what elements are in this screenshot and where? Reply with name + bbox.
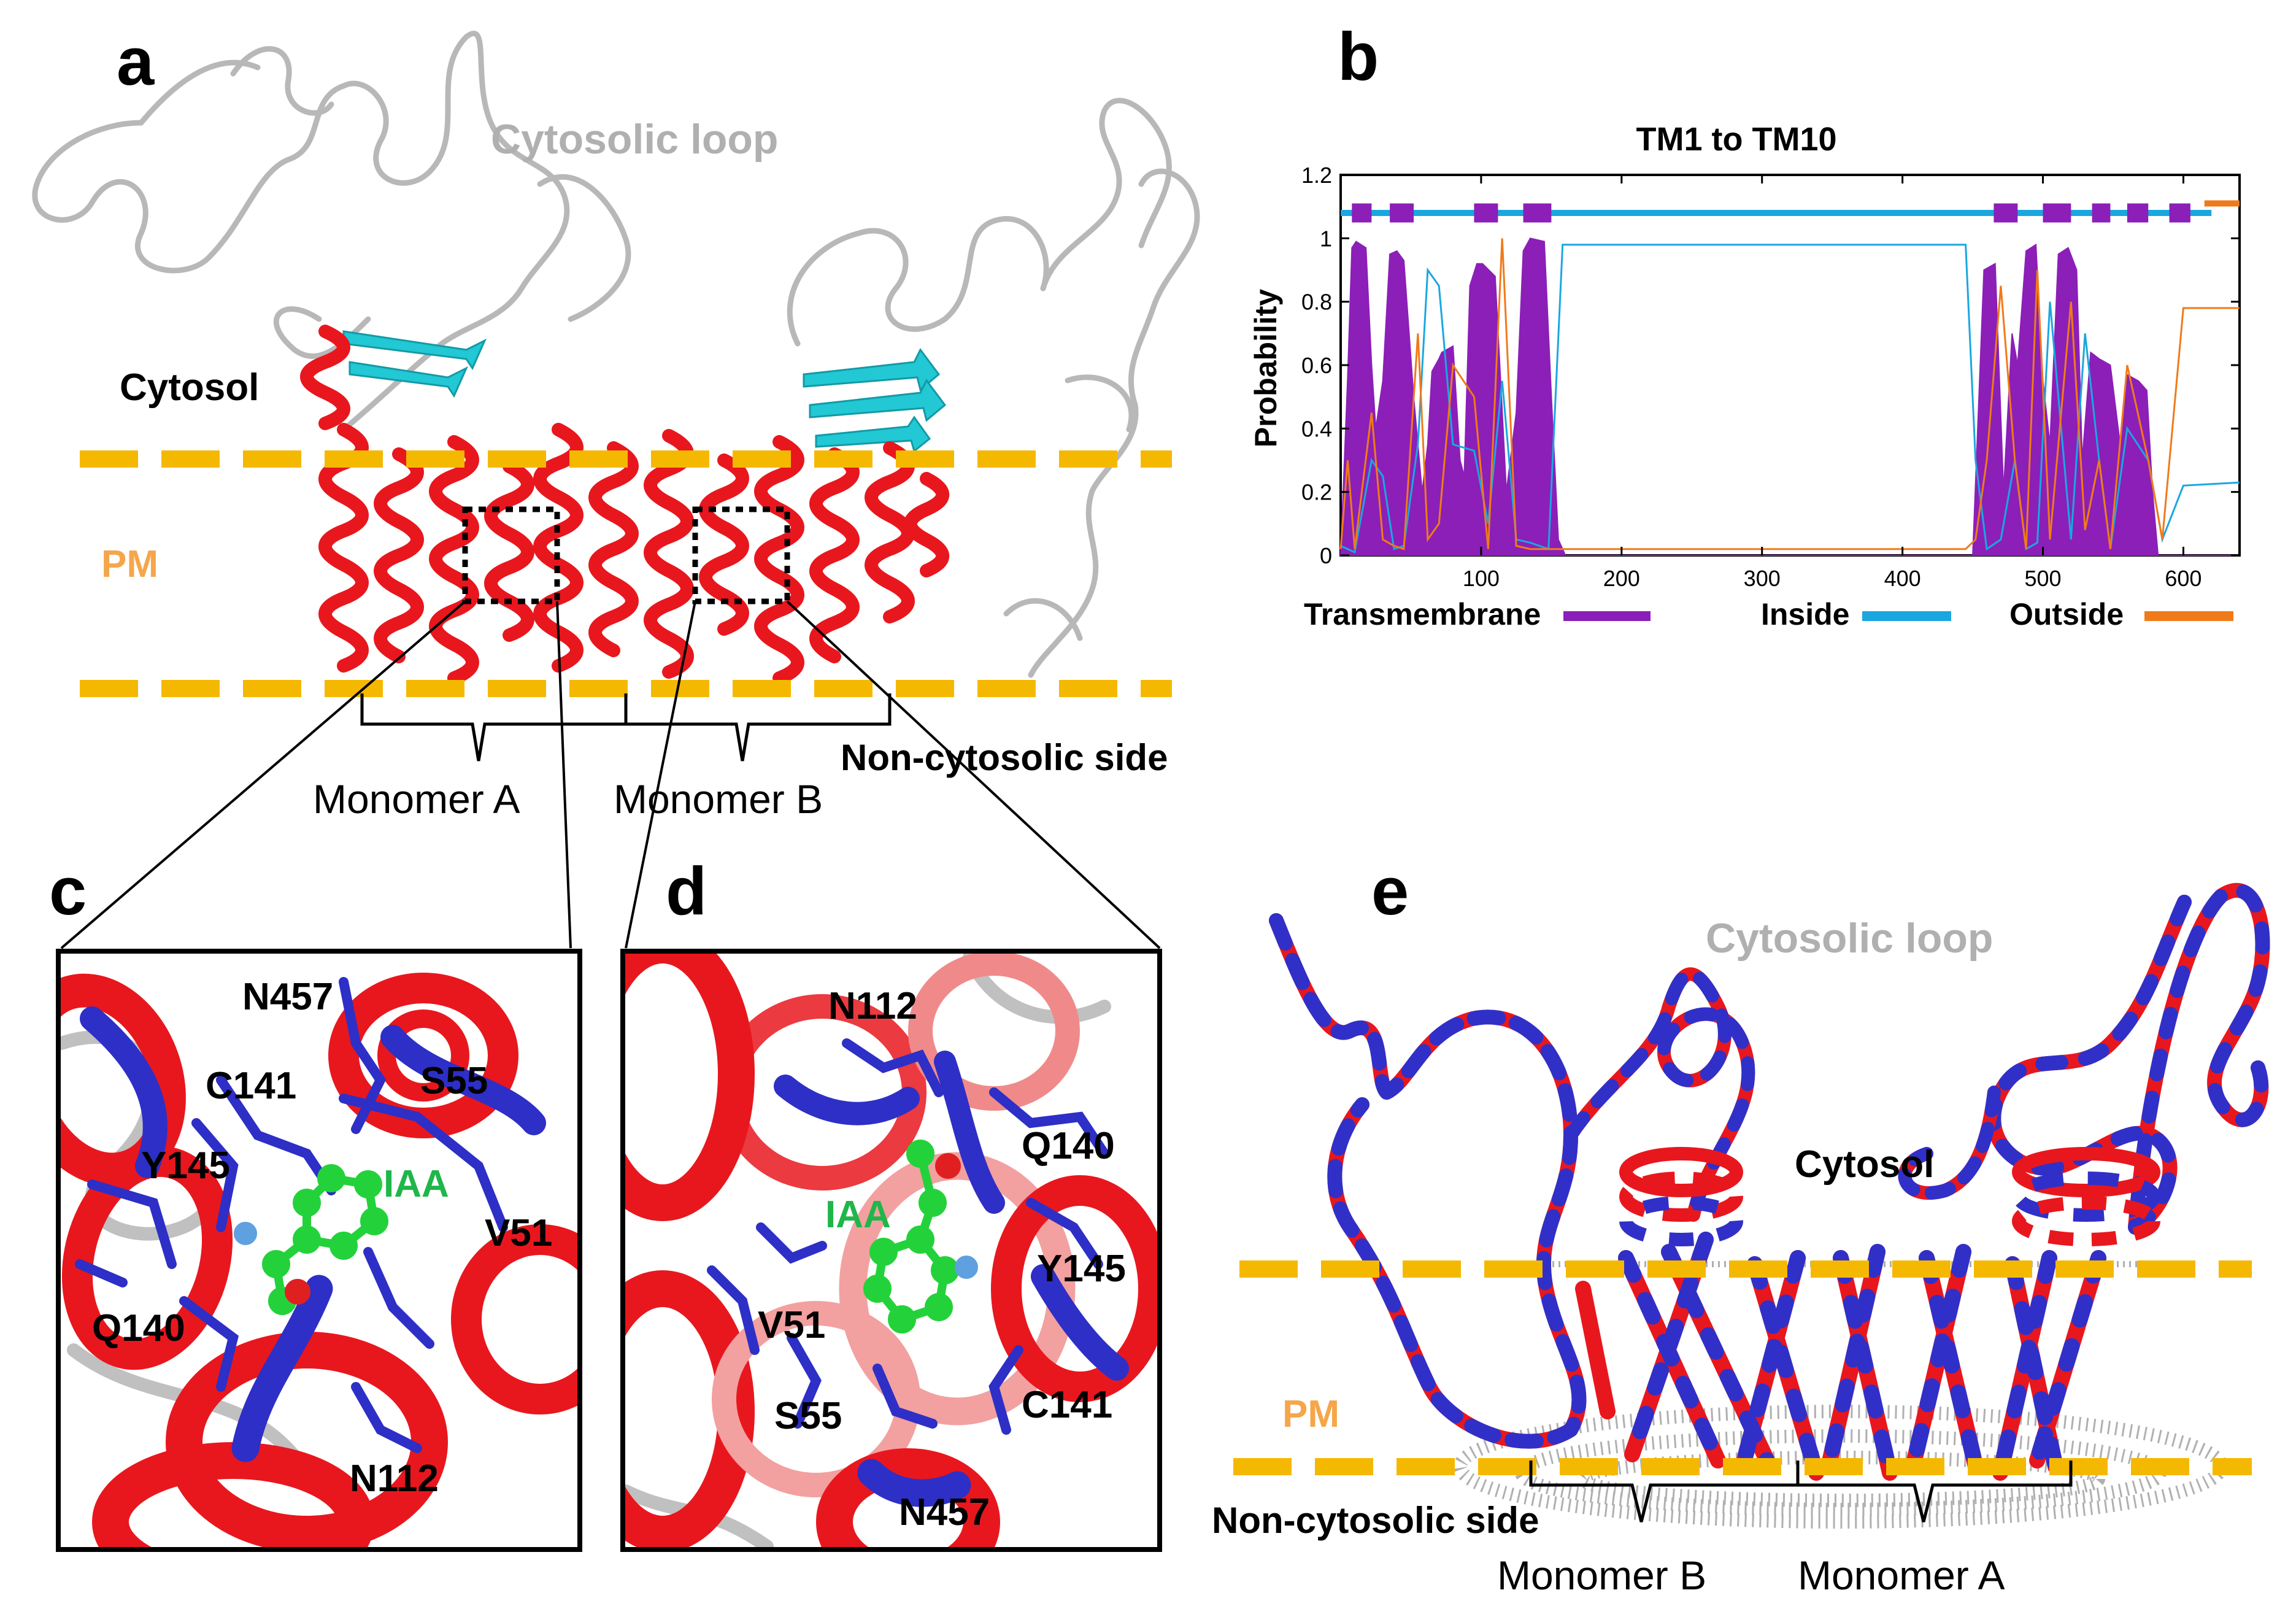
connector-c-left — [60, 600, 466, 949]
topology-tm-segment-8 — [2169, 203, 2190, 223]
tube-rings — [1619, 1147, 2160, 1246]
panel-a-pm-label: PM — [101, 543, 158, 585]
panel-e-dimer-model: e — [1212, 854, 2270, 1598]
panel-e-non-cytosolic-label: Non-cytosolic side — [1212, 1500, 1539, 1541]
panel-a-membrane-structure: a — [32, 24, 1200, 949]
connector-c-right — [556, 601, 572, 949]
x-tick-label-3: 400 — [1884, 566, 1921, 591]
ligand-label-d: IAA — [825, 1194, 891, 1236]
x-tick-label-5: 600 — [2165, 566, 2202, 591]
ligand-iaa-c — [234, 1164, 388, 1315]
residue-label-d-5: C141 — [1022, 1384, 1112, 1426]
panel-b-topology-chart: b TM1 to TM10 Probability 0 0.2 0.4 0.6 0.8 1… — [1249, 19, 2241, 631]
residue-label-c-1: C141 — [206, 1065, 296, 1107]
ligand-iaa-d — [863, 1140, 978, 1333]
x-tick-label-0: 100 — [1463, 566, 1500, 591]
brace-monomer-b — [624, 693, 892, 762]
y-tick-label-2: 0.4 — [1301, 416, 1332, 441]
panel-a-monomer-b-label: Monomer B — [614, 776, 823, 822]
y-tick-label-6: 1.2 — [1301, 163, 1332, 188]
y-tick-label-3: 0.6 — [1301, 353, 1332, 378]
topology-tm-segment-3 — [1523, 203, 1552, 223]
residue-label-c-5: Q140 — [92, 1307, 185, 1349]
brace-monomer-a-e — [1796, 1461, 2073, 1522]
topology-tm-segment-4 — [1994, 203, 2018, 223]
panel-d-binding-site-monomer-b: d — [620, 854, 1162, 1552]
chart-title: TM1 to TM10 — [1636, 121, 1836, 158]
panel-a-cytosol-label: Cytosol — [120, 366, 259, 409]
zoom-box-monomer-a — [462, 506, 560, 604]
topology-tm-segment-0 — [1352, 203, 1372, 223]
residue-label-d-4: S55 — [774, 1395, 842, 1437]
residue-label-d-2: V51 — [758, 1304, 825, 1346]
ligand-label-c: IAA — [383, 1163, 449, 1205]
series-transmembrane-area — [1339, 237, 2240, 556]
residue-label-d-3: Y145 — [1037, 1248, 1126, 1290]
residue-label-c-3: Y145 — [141, 1144, 230, 1187]
panel-a-cytosolic-loop-label: Cytosolic loop — [491, 116, 778, 163]
panel-e-letter: e — [1371, 854, 1409, 929]
alpha-helices — [300, 325, 950, 685]
panel-a-non-cytosolic-label: Non-cytosolic side — [841, 737, 1168, 778]
panel-c-binding-site-monomer-a: c — [49, 854, 582, 1552]
x-tick-label-2: 300 — [1744, 566, 1781, 591]
residue-label-d-6: N457 — [899, 1491, 990, 1534]
residue-label-d-1: Q140 — [1022, 1125, 1115, 1167]
y-tick-label-0: 0 — [1320, 543, 1332, 568]
panel-d-letter: d — [666, 854, 707, 929]
topology-tm-segment-1 — [1390, 203, 1414, 223]
topology-tm-segment-5 — [2043, 203, 2071, 223]
cytosolic-loop-coils — [32, 31, 1200, 678]
panel-e-cytosolic-loop-label: Cytosolic loop — [1706, 915, 1993, 962]
legend-outside-label: Outside — [2009, 597, 2124, 631]
legend-inside-label: Inside — [1761, 597, 1849, 631]
series-outside-line — [1339, 238, 2240, 550]
x-tick-label-1: 200 — [1603, 566, 1640, 591]
topology-tm-segment-7 — [2127, 203, 2149, 223]
panel-c-letter: c — [49, 854, 87, 929]
panel-c-frame — [56, 949, 582, 1552]
residue-label-c-4: V51 — [485, 1212, 552, 1254]
panel-e-monomer-a-label: Monomer A — [1798, 1553, 2005, 1598]
chart-x-ticks: 100 200 300 400 500 600 — [1463, 175, 2202, 591]
chart-legend: Transmembrane Inside Outside — [1304, 597, 2233, 631]
panel-a-letter: a — [117, 24, 155, 99]
y-tick-label-4: 0.8 — [1301, 290, 1332, 315]
panel-e-monomer-b-label: Monomer B — [1497, 1553, 1706, 1598]
panel-b-letter: b — [1338, 19, 1379, 95]
beta-sheets — [342, 330, 947, 453]
panel-e-cytosol-label: Cytosol — [1795, 1143, 1934, 1186]
tm-tubes — [1575, 1232, 2106, 1481]
panel-a-monomer-a-label: Monomer A — [313, 776, 520, 822]
connector-d-left — [625, 601, 696, 949]
chart-plot-area — [1339, 174, 2241, 557]
topology-tm-segment-2 — [1474, 203, 1498, 223]
legend-transmembrane-label: Transmembrane — [1304, 597, 1541, 631]
panel-d-frame — [620, 949, 1162, 1552]
tube-backbone — [1269, 883, 2270, 1449]
connector-d-right — [786, 600, 1161, 949]
x-tick-label-4: 500 — [2024, 566, 2061, 591]
zoom-box-monomer-b — [692, 506, 790, 604]
residue-label-c-2: S55 — [420, 1060, 488, 1102]
y-tick-label-1: 0.2 — [1301, 480, 1332, 505]
residue-label-c-0: N457 — [242, 976, 333, 1018]
panel-e-pm-label: PM — [1282, 1393, 1339, 1435]
chart-y-ticks: 0 0.2 0.4 0.6 0.8 1 1.2 — [1301, 163, 2240, 568]
residue-label-d-0: N112 — [828, 985, 917, 1027]
topology-tm-segment-6 — [2092, 203, 2111, 223]
chart-y-axis-label: Probability — [1249, 289, 1283, 448]
residue-label-c-6: N112 — [350, 1457, 439, 1500]
y-tick-label-5: 1 — [1320, 226, 1332, 251]
brace-monomer-a — [360, 693, 628, 762]
